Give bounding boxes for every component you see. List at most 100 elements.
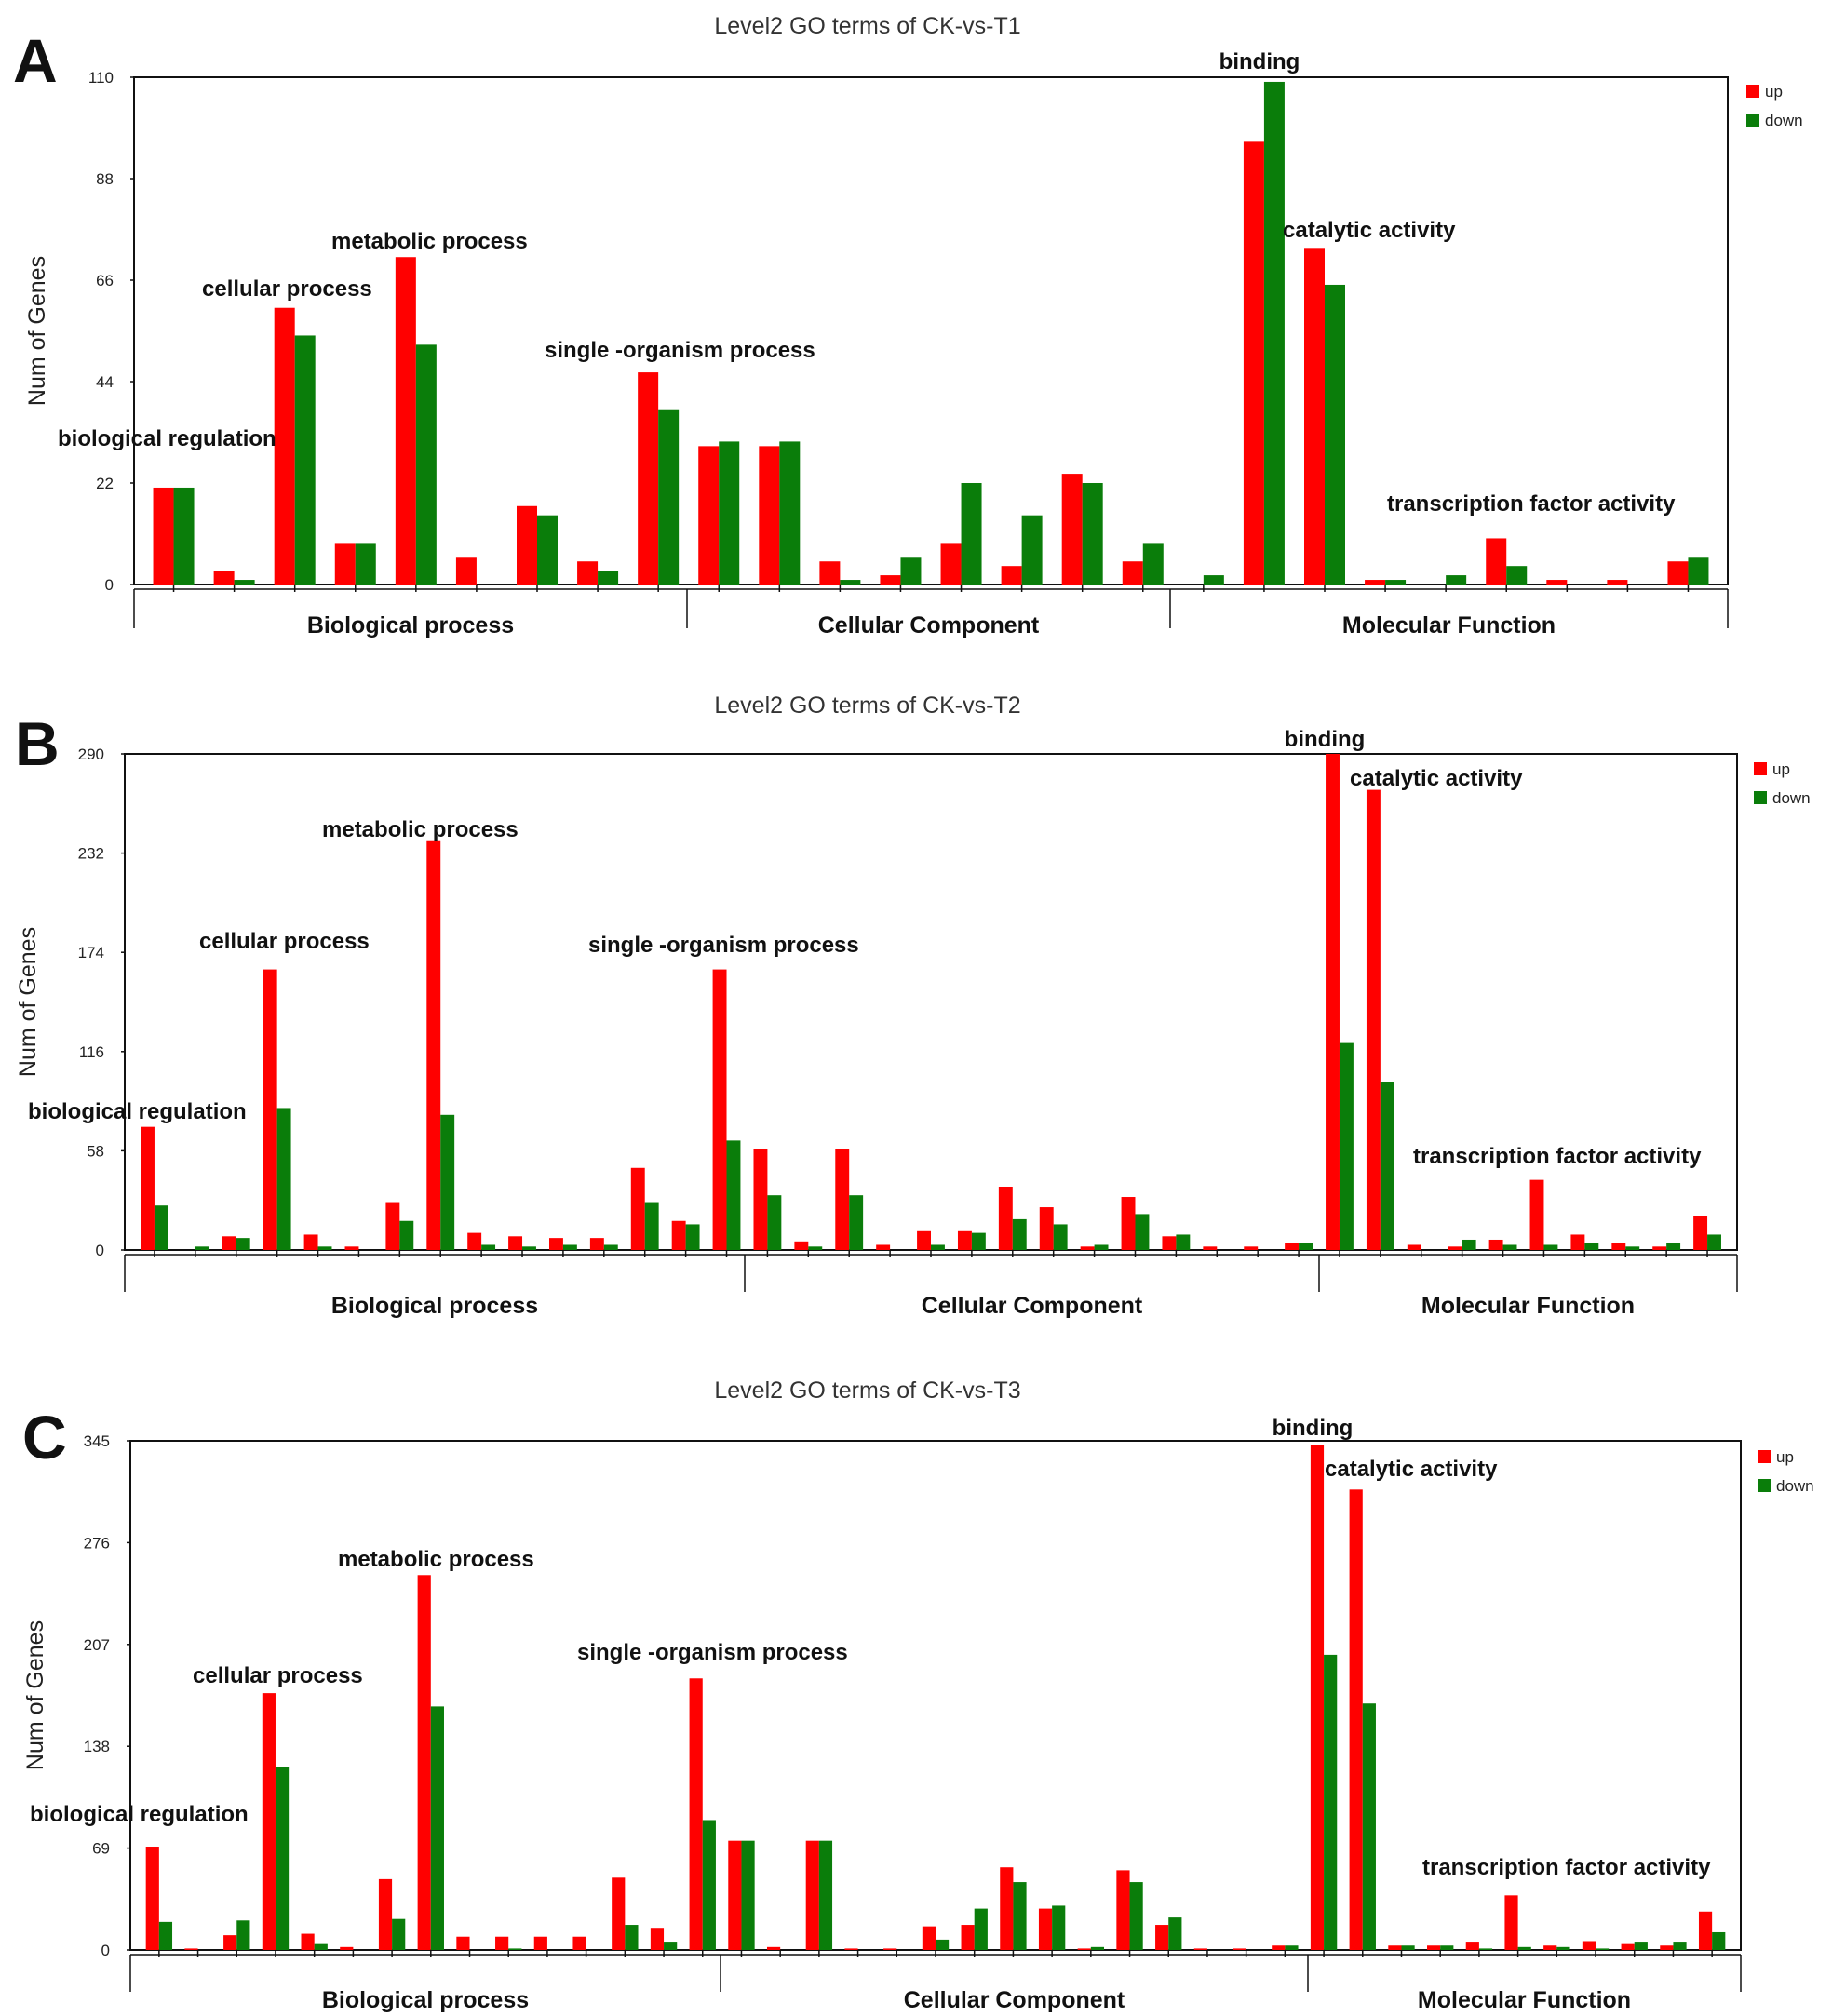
bar-up-10 (548, 1238, 563, 1250)
bar-down-17 (818, 1840, 833, 1950)
bar-up-17 (805, 1840, 819, 1950)
bar-down-26 (1168, 1917, 1182, 1950)
bar-up-26 (1155, 1925, 1169, 1950)
bar-up-2 (223, 1935, 237, 1950)
bar-down-30 (1380, 1082, 1394, 1250)
bar-up-11 (572, 1936, 586, 1950)
bar-down-29 (1285, 1945, 1299, 1950)
category-group-label: Biological process (322, 1987, 529, 2013)
bar-up-9 (698, 446, 720, 585)
bar-up-16 (766, 1946, 781, 1950)
bar-up-25 (1667, 561, 1689, 585)
bar-up-23 (1546, 580, 1568, 585)
bar-up-25 (1116, 1870, 1130, 1950)
bar-down-18 (1263, 81, 1285, 585)
legend-label-down: down (1765, 112, 1803, 129)
bar-up-22 (1486, 538, 1507, 585)
bar-up-13 (940, 543, 962, 585)
bar-annotation: cellular process (199, 929, 370, 954)
bar-annotation: transcription factor activity (1422, 1855, 1711, 1880)
bar-down-38 (1634, 1942, 1648, 1950)
category-group-label: Cellular Component (922, 1293, 1143, 1319)
bar-up-11 (819, 561, 841, 585)
chart-title: Level2 GO terms of CK-vs-T2 (714, 692, 1020, 719)
bar-down-24 (1090, 1946, 1105, 1950)
bar-annotation: metabolic process (322, 817, 519, 842)
y-tick-label: 0 (96, 1242, 104, 1259)
legend-swatch-up (1754, 762, 1767, 775)
bar-down-34 (1543, 1244, 1558, 1250)
bar-up-31 (1349, 1489, 1363, 1950)
bar-down-4 (415, 344, 437, 585)
y-tick-label: 276 (84, 1534, 110, 1552)
bar-up-18 (1243, 141, 1264, 585)
y-tick-label: 290 (78, 746, 104, 763)
bar-up-39 (1660, 1945, 1674, 1950)
bar-down-11 (603, 1244, 618, 1250)
legend-label-down: down (1772, 789, 1811, 807)
bar-down-21 (1446, 575, 1467, 585)
chart-title: Level2 GO terms of CK-vs-T1 (714, 13, 1020, 39)
plot-frame (133, 76, 1729, 585)
bar-down-23 (1052, 1905, 1066, 1950)
legend: up down (1754, 760, 1811, 807)
y-tick-label: 0 (101, 1942, 110, 1959)
bar-up-5 (455, 557, 477, 585)
panel-label: A (13, 26, 58, 95)
legend: up down (1758, 1448, 1814, 1495)
bar-up-28 (1233, 1948, 1246, 1950)
bar-down-32 (1401, 1945, 1415, 1950)
bar-up-1 (213, 571, 235, 585)
bar-up-19 (917, 1230, 931, 1250)
bar-down-21 (1012, 1218, 1027, 1250)
bar-up-10 (759, 446, 780, 585)
bar-up-9 (508, 1236, 523, 1250)
bar-up-2 (274, 307, 295, 585)
bar-down-12 (900, 557, 922, 585)
bar-annotation: binding (1285, 727, 1366, 752)
bar-annotation: catalytic activity (1325, 1457, 1498, 1482)
bar-annotation: cellular process (193, 1663, 363, 1688)
bar-up-2 (222, 1236, 236, 1250)
bar-up-15 (753, 1149, 768, 1250)
bar-down-40 (1712, 1931, 1726, 1950)
bar-up-14 (1001, 566, 1022, 585)
bar-annotation: single -organism process (545, 338, 815, 363)
bar-down-28 (1299, 1243, 1313, 1250)
bar-down-35 (1584, 1243, 1599, 1250)
bar-up-0 (153, 487, 174, 585)
y-tick-label: 58 (87, 1142, 104, 1160)
legend-label-up: up (1776, 1448, 1794, 1466)
y-tick-label: 116 (79, 1043, 104, 1061)
bar-up-24 (1121, 1197, 1136, 1250)
bar-down-6 (537, 515, 558, 585)
bar-annotation: binding (1273, 1416, 1354, 1441)
bar-up-31 (1407, 1244, 1421, 1250)
bar-annotation: biological regulation (30, 1802, 249, 1827)
bar-down-36 (1556, 1946, 1570, 1950)
bar-up-23 (1038, 1908, 1053, 1950)
bar-down-7 (440, 1114, 455, 1250)
bar-up-3 (262, 1693, 276, 1950)
bar-up-21 (998, 1186, 1013, 1250)
bar-up-30 (1366, 789, 1381, 1250)
bar-up-24 (1077, 1948, 1091, 1950)
bar-up-20 (957, 1230, 972, 1250)
y-axis-label: Num of Genes (15, 927, 41, 1077)
bar-up-14 (712, 969, 727, 1250)
bar-down-25 (1129, 1882, 1143, 1950)
bar-down-2 (236, 1238, 250, 1250)
bar-up-37 (1652, 1246, 1667, 1250)
y-tick-label: 232 (78, 845, 104, 863)
bar-annotation: metabolic process (338, 1547, 534, 1572)
bar-down-14 (702, 1820, 716, 1950)
y-tick-label: 174 (78, 944, 104, 961)
bar-up-4 (395, 257, 416, 585)
bar-down-17 (849, 1195, 864, 1250)
bar-up-11 (589, 1238, 604, 1250)
bar-annotation: single -organism process (588, 933, 859, 958)
bar-up-16 (1122, 561, 1143, 585)
bar-down-9 (522, 1246, 536, 1250)
bar-up-4 (301, 1933, 315, 1950)
legend-swatch-down (1754, 791, 1767, 804)
